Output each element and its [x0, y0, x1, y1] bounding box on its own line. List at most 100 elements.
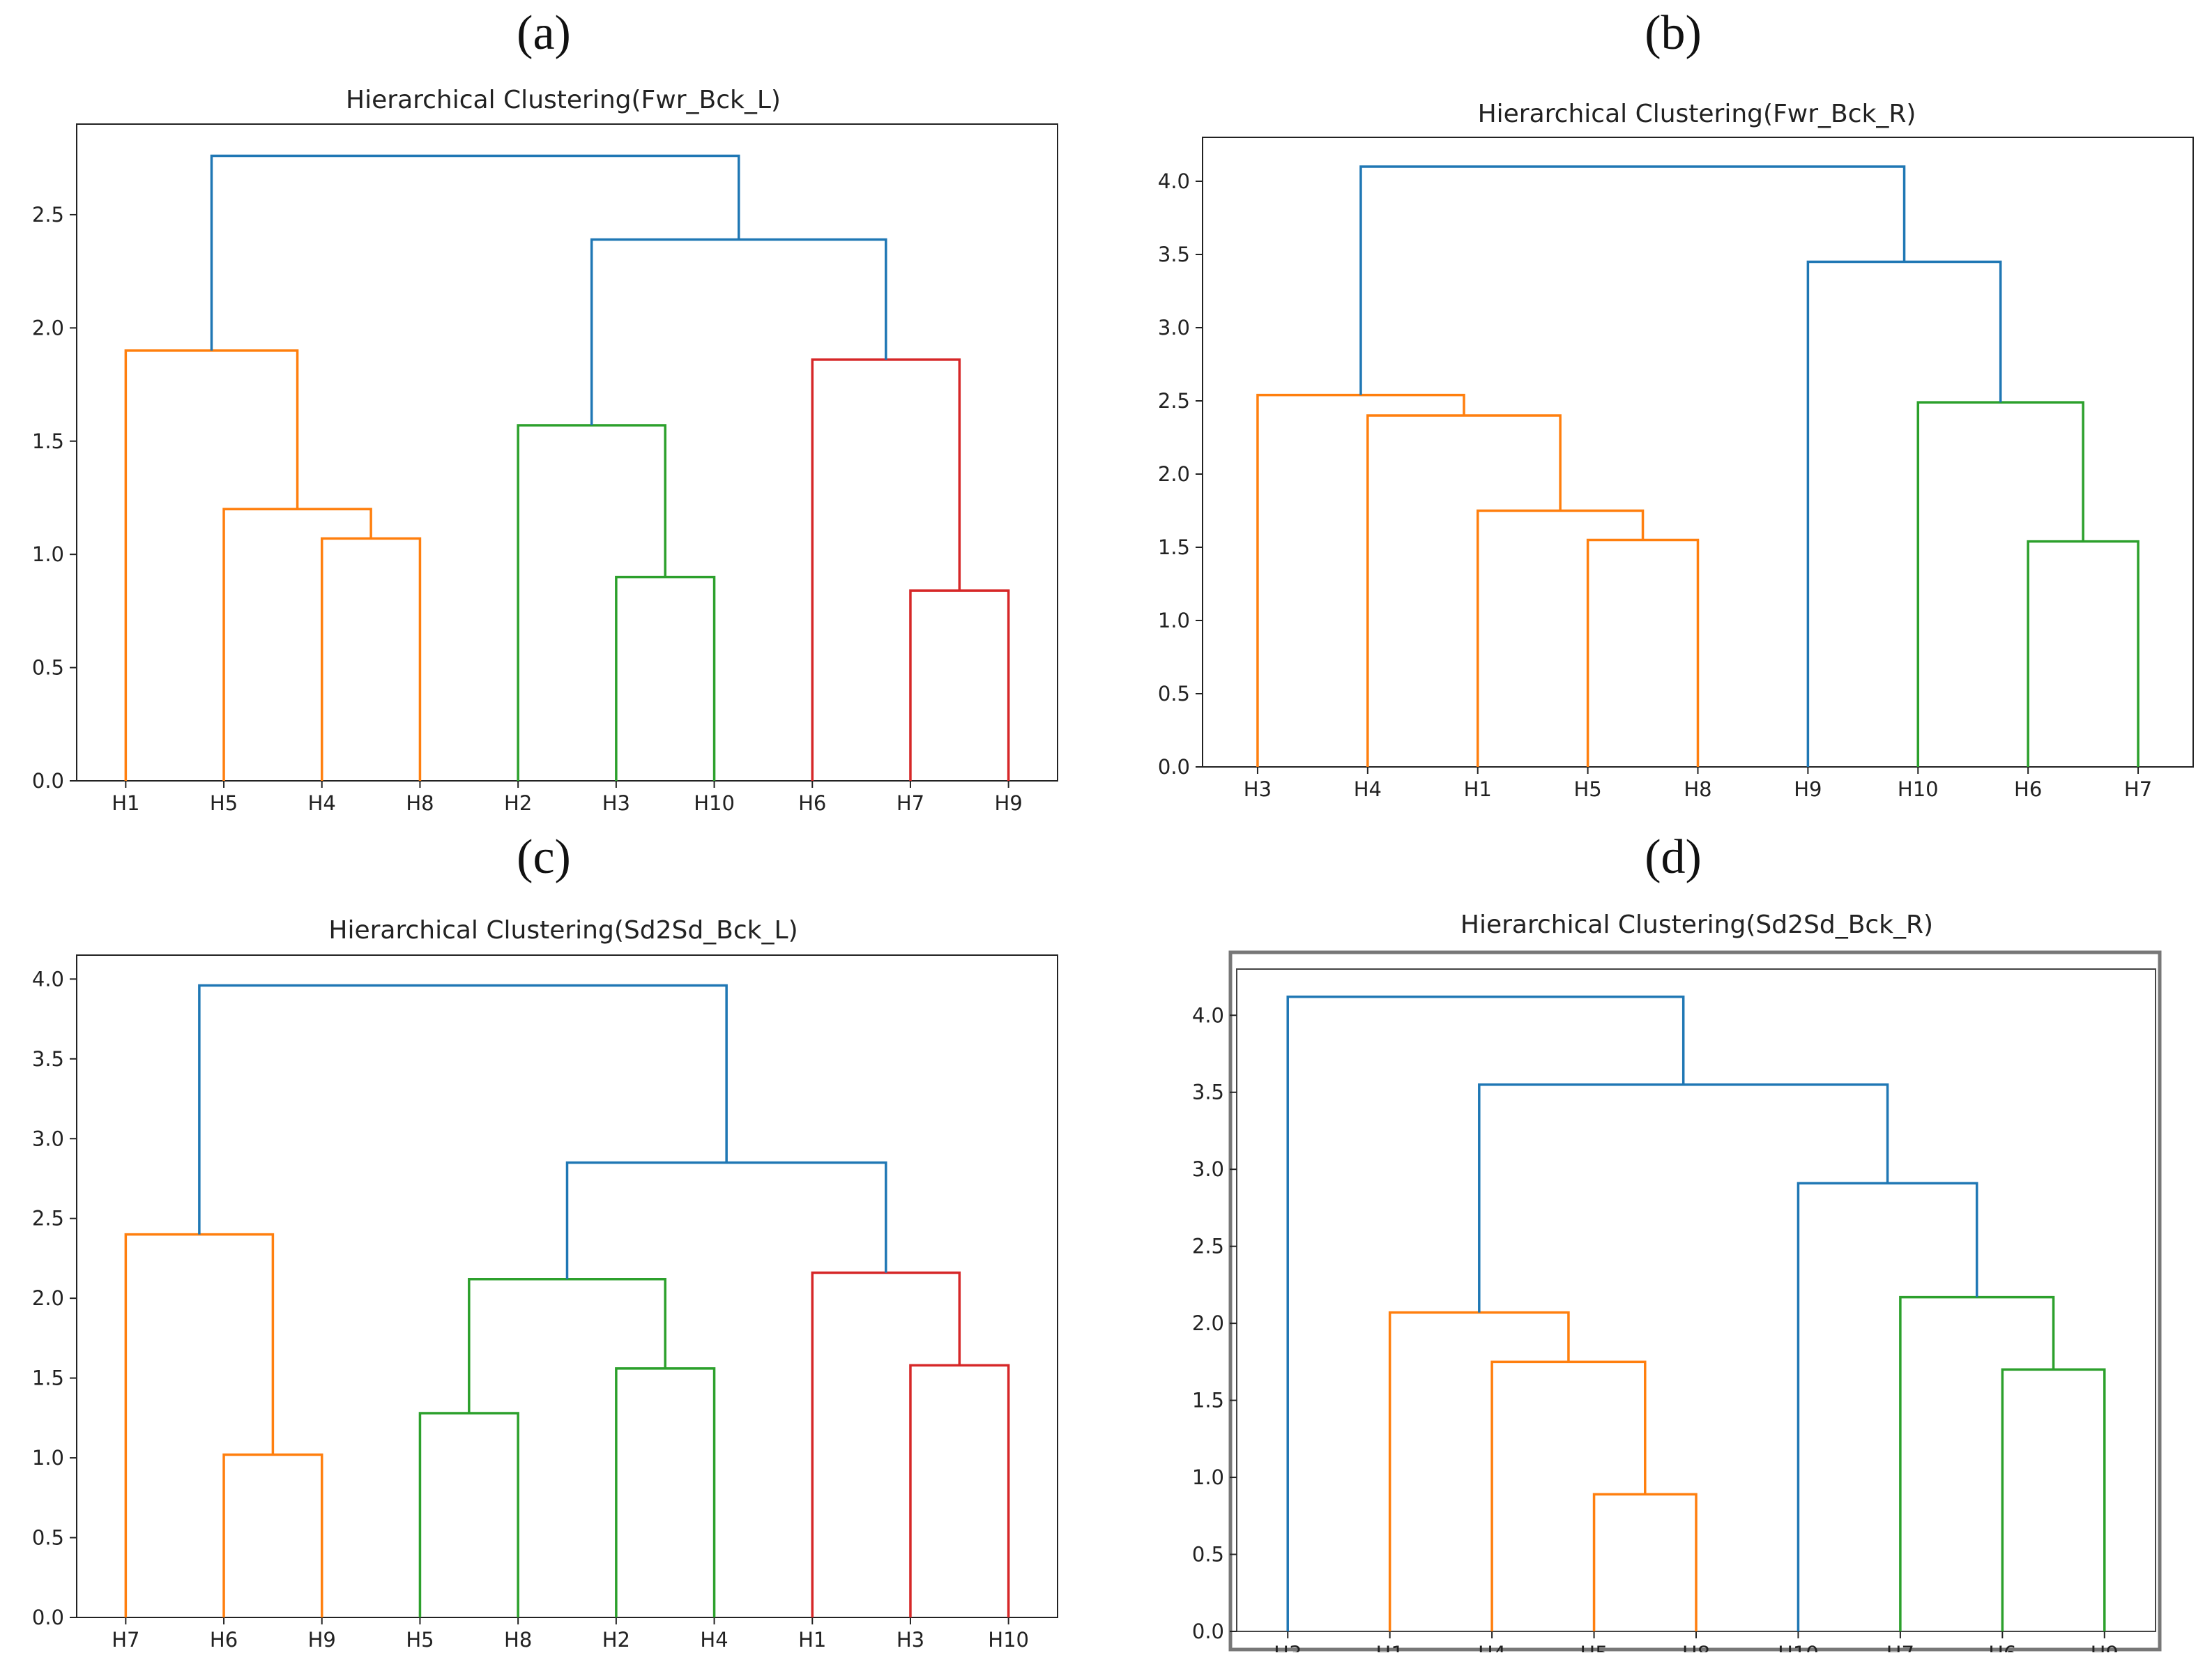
leaf-label: H1	[1376, 1642, 1404, 1652]
y-tick-label: 2.5	[1192, 1235, 1224, 1258]
chart-title: Hierarchical Clustering(Sd2Sd_Bck_L)	[328, 916, 798, 945]
leaf-label: H4	[1478, 1642, 1506, 1652]
leaf-label: H6	[798, 791, 826, 812]
leaf-label: H4	[700, 1628, 728, 1652]
dendrogram-link	[468, 1277, 666, 1413]
leaf-label: H10	[988, 1628, 1029, 1652]
leaf-label: H6	[1988, 1642, 2016, 1652]
y-tick-label: 3.5	[1158, 243, 1190, 266]
dendrogram-link	[517, 424, 666, 781]
leaf-label: H6	[2014, 777, 2042, 801]
y-tick-label: 1.0	[32, 542, 64, 566]
leaf-label: H5	[1573, 777, 1601, 801]
y-tick-label: 0.5	[32, 656, 64, 680]
dendrogram-link	[321, 537, 422, 781]
leaf-label: H9	[2091, 1642, 2119, 1652]
leaf-label: H10	[694, 791, 735, 812]
dendrogram-link	[590, 238, 887, 426]
outer-frame	[1228, 950, 2162, 1652]
leaf-label: H7	[897, 791, 924, 812]
y-tick-label: 1.0	[1158, 609, 1190, 632]
dendrogram-link	[1586, 538, 1700, 767]
leaf-label: H10	[1898, 777, 1939, 801]
dendrogram-link	[1286, 996, 1685, 1631]
y-tick-label: 3.0	[1158, 316, 1190, 340]
dendrogram-link	[1366, 414, 1562, 767]
leaf-label: H9	[308, 1628, 336, 1652]
leaf-label: H7	[1886, 1642, 1914, 1652]
y-tick-label: 2.5	[32, 1207, 64, 1231]
dendrogram-link	[909, 1364, 1010, 1617]
dendrogram-link	[1256, 393, 1465, 767]
y-tick-label: 3.5	[32, 1047, 64, 1071]
dendrogram-link	[1359, 165, 1906, 395]
dendrogram-link	[124, 1233, 275, 1617]
dendrogram-link	[1899, 1295, 2055, 1631]
dendrogram-link	[1476, 509, 1645, 767]
panel-label-c: (c)	[517, 830, 571, 884]
dendrogram-chart-d: Hierarchical Clustering(Sd2Sd_Bck_R) 0.0…	[1192, 911, 2162, 1652]
dendrogram-link	[198, 984, 728, 1235]
y-tick-label: 1.0	[1192, 1465, 1224, 1489]
y-tick-label: 0.0	[1158, 755, 1190, 779]
dendrogram-link	[210, 154, 740, 351]
dendrogram-link	[1592, 1493, 1698, 1631]
plot-frame	[76, 954, 1058, 1618]
leaf-label: H2	[504, 791, 532, 812]
y-tick-label: 4.0	[1192, 1003, 1224, 1027]
chart-title: Hierarchical Clustering(Fwr_Bck_R)	[1478, 100, 1916, 128]
y-tick-label: 0.5	[1158, 682, 1190, 706]
dendrogram-link	[615, 1367, 716, 1617]
dendrogram-link	[1797, 1182, 1978, 1631]
dendrogram-link	[909, 589, 1010, 781]
y-tick-label: 2.0	[32, 316, 64, 340]
leaf-label: H4	[1354, 777, 1382, 801]
y-tick-label: 1.0	[32, 1446, 64, 1470]
y-tick-label: 0.5	[1192, 1543, 1224, 1567]
leaf-label: H6	[210, 1628, 238, 1652]
leaf-label: H8	[1684, 777, 1711, 801]
y-tick-label: 1.5	[32, 1366, 64, 1390]
chart-title: Hierarchical Clustering(Fwr_Bck_L)	[346, 86, 781, 114]
leaf-label: H7	[112, 1628, 139, 1652]
dendrogram-link	[1806, 260, 2002, 767]
chart-title: Hierarchical Clustering(Sd2Sd_Bck_R)	[1460, 911, 1933, 939]
leaf-label: H3	[602, 791, 630, 812]
leaf-label: H8	[504, 1628, 532, 1652]
leaf-label: H4	[308, 791, 336, 812]
y-tick-label: 4.0	[1158, 169, 1190, 193]
dendrogram-link	[1478, 1083, 1889, 1313]
leaf-label: H1	[112, 791, 139, 812]
y-tick-label: 3.5	[1192, 1081, 1224, 1104]
leaf-label: H8	[1682, 1642, 1710, 1652]
dendrogram-link	[615, 575, 716, 781]
leaf-label: H10	[1778, 1642, 1819, 1652]
y-tick-label: 0.5	[32, 1526, 64, 1550]
leaf-label: H3	[897, 1628, 924, 1652]
leaf-label: H8	[406, 791, 434, 812]
y-tick-label: 3.0	[32, 1127, 64, 1150]
leaf-label: H5	[1580, 1642, 1608, 1652]
y-tick-label: 0.0	[32, 1606, 64, 1629]
leaf-label: H1	[1464, 777, 1492, 801]
dendrogram-link	[1388, 1311, 1570, 1631]
dendrogram-link	[2027, 540, 2139, 767]
leaf-label: H3	[1274, 1642, 1302, 1652]
dendrogram-link	[811, 358, 961, 781]
y-tick-label: 2.0	[1158, 462, 1190, 486]
dendrogram-link	[1490, 1360, 1647, 1631]
dendrogram-link	[2001, 1368, 2106, 1631]
dendrogram-chart-b: Hierarchical Clustering(Fwr_Bck_R) 0.0 0.…	[1158, 100, 2194, 801]
y-tick-label: 1.5	[1158, 535, 1190, 559]
leaf-label: H5	[406, 1628, 434, 1652]
dendrogram-link	[124, 349, 299, 781]
plot-frame	[76, 123, 1058, 782]
dendrogram-link	[1916, 401, 2084, 767]
dendrogram-link	[222, 508, 372, 781]
leaf-label: H9	[995, 791, 1023, 812]
dendrogram-chart-a: Hierarchical Clustering(Fwr_Bck_L) 0.0 0.…	[32, 86, 1058, 812]
leaf-label: H2	[602, 1628, 630, 1652]
y-tick-label: 2.0	[32, 1286, 64, 1310]
y-tick-label: 4.0	[32, 967, 64, 991]
leaf-label: H3	[1244, 777, 1272, 801]
